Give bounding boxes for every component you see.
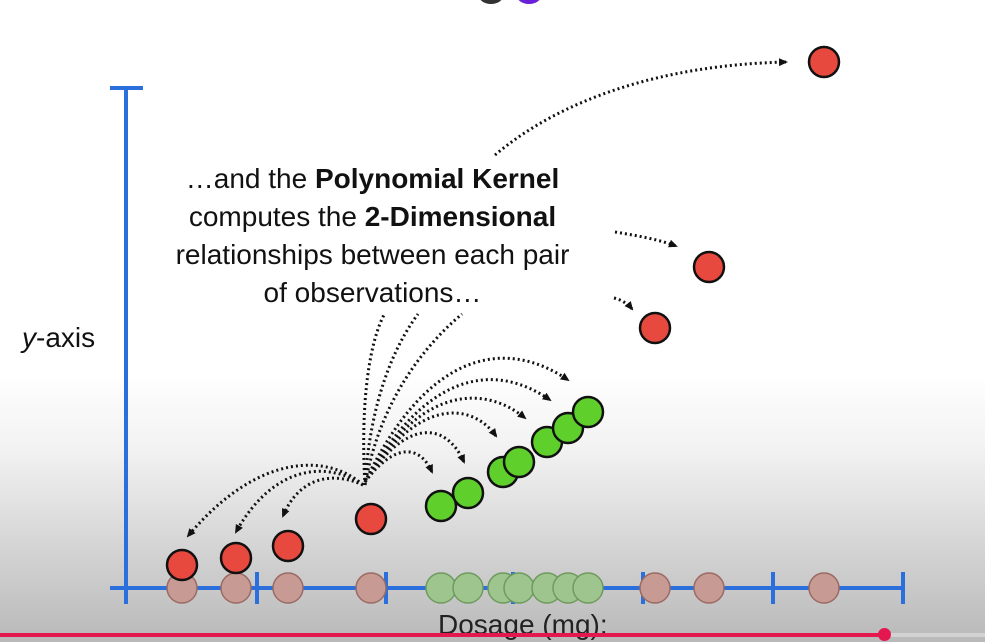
projected-point-red	[220, 572, 252, 604]
data-point-red	[219, 541, 253, 575]
arrow-to-left-point-1	[186, 463, 365, 538]
caption-line4-text: of observations…	[263, 277, 482, 308]
arrow-to-green-4	[363, 431, 466, 483]
transformed-points	[165, 45, 841, 582]
projected-point-red	[355, 572, 387, 604]
data-point-red	[165, 548, 199, 582]
arrow-bundle-stem-3	[363, 312, 463, 486]
arrow-to-green-8	[363, 356, 570, 483]
arrow-bundle-stem-2	[363, 313, 420, 486]
arrow-to-left-point-3	[281, 476, 364, 518]
data-point-green	[424, 489, 458, 523]
caption-line1-text: …and the	[185, 163, 315, 194]
caption-line2-bold: 2-Dimensional	[364, 201, 557, 232]
player-control-icon[interactable]	[516, 0, 542, 4]
caption-text: …and the Polynomial Kernel computes the …	[140, 160, 605, 312]
arrow-to-top-point	[494, 58, 788, 157]
video-progress-bar[interactable]	[0, 628, 985, 641]
projected-point-green	[503, 572, 535, 604]
projected-point-red	[272, 572, 304, 604]
caption-line2-text: computes the	[188, 201, 365, 232]
data-point-red	[354, 502, 388, 536]
projected-points	[166, 572, 840, 604]
data-point-green	[571, 395, 605, 429]
player-control-icon[interactable]	[478, 0, 504, 4]
projected-point-green	[572, 572, 604, 604]
data-point-green	[502, 445, 536, 479]
caption-line3-text: relationships between each pair	[175, 239, 570, 270]
projected-point-red	[693, 572, 725, 604]
data-point-red	[271, 529, 305, 563]
y-axis-label-variable: y	[22, 322, 36, 353]
video-progress-fill	[0, 633, 884, 637]
data-point-red	[638, 311, 672, 345]
y-axis-label: y-axis	[22, 322, 95, 354]
y-axis-line	[110, 86, 143, 603]
data-point-green	[451, 476, 485, 510]
relationship-arrows	[186, 58, 788, 538]
projected-point-green	[425, 572, 457, 604]
arrow-to-green-3	[363, 450, 434, 483]
projected-point-red	[639, 572, 671, 604]
video-scrubber-handle[interactable]	[877, 628, 891, 641]
projected-point-green	[452, 572, 484, 604]
data-point-red	[807, 45, 841, 79]
arrow-to-green-6	[363, 396, 527, 483]
y-axis-label-rest: -axis	[36, 322, 96, 353]
arrow-to-lower-point	[613, 296, 634, 311]
caption-line1-bold: Polynomial Kernel	[314, 163, 560, 194]
projected-point-red	[808, 572, 840, 604]
arrow-to-mid-point	[614, 230, 678, 248]
data-point-red	[692, 250, 726, 284]
